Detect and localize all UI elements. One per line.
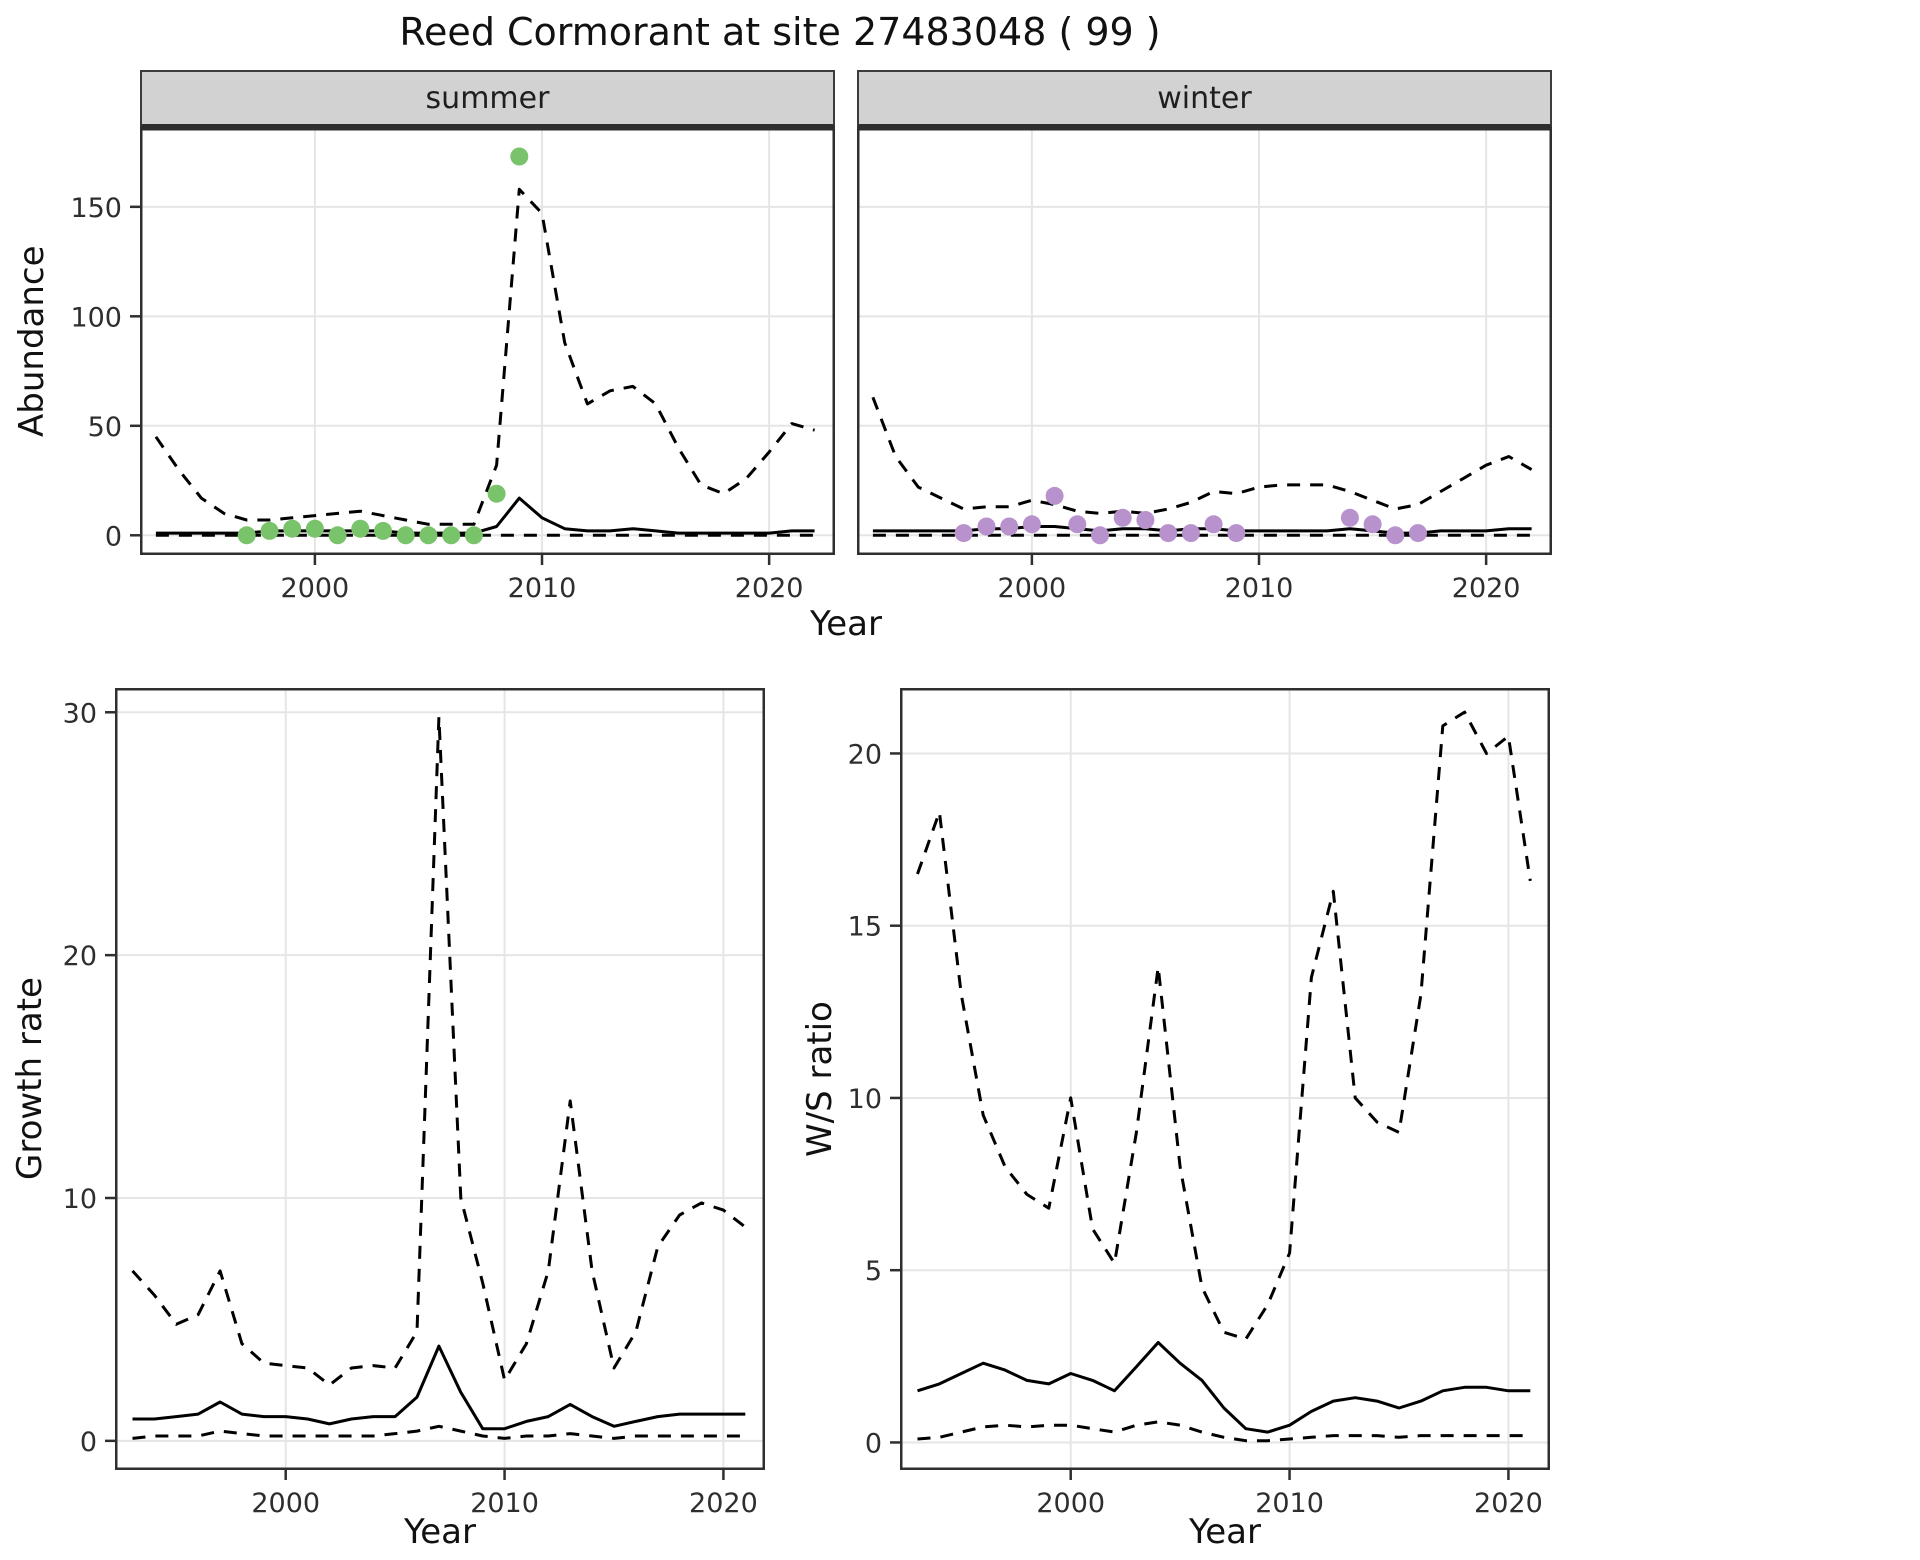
svg-text:2020: 2020 (689, 1488, 758, 1519)
y-axis-title-growth-rate: Growth rate (10, 977, 50, 1181)
svg-text:2010: 2010 (1255, 1488, 1324, 1519)
svg-text:20: 20 (848, 739, 882, 770)
x-axis-title-year-growth: Year (404, 1512, 476, 1552)
x-axis-title-year-ws: Year (1189, 1512, 1261, 1552)
growth-rate-plot: 2000 2010 2020 0 10 20 30 (63, 688, 765, 1519)
facet-strip-summer: summer (140, 70, 835, 128)
svg-text:10: 10 (848, 1084, 882, 1115)
svg-text:2000: 2000 (998, 573, 1067, 604)
svg-text:2000: 2000 (281, 573, 350, 604)
svg-text:2010: 2010 (1225, 573, 1294, 604)
svg-text:2020: 2020 (735, 573, 804, 604)
svg-text:150: 150 (70, 193, 122, 224)
svg-text:2000: 2000 (1036, 1488, 1105, 1519)
facet-strip-winter-label: winter (1157, 80, 1252, 116)
facet-strip-summer-label: summer (425, 80, 550, 116)
svg-text:2010: 2010 (508, 573, 577, 604)
svg-text:2020: 2020 (1452, 573, 1521, 604)
ws-ratio-plot: 2000 2010 2020 0 5 10 15 20 (848, 688, 1550, 1519)
svg-text:10: 10 (63, 1184, 97, 1215)
svg-text:2010: 2010 (470, 1488, 539, 1519)
svg-text:0: 0 (80, 1427, 97, 1458)
svg-text:2000: 2000 (251, 1488, 320, 1519)
svg-text:2020: 2020 (1474, 1488, 1543, 1519)
svg-text:50: 50 (88, 412, 122, 443)
svg-text:20: 20 (63, 941, 97, 972)
svg-text:0: 0 (865, 1428, 882, 1459)
svg-text:30: 30 (63, 698, 97, 729)
svg-text:5: 5 (865, 1256, 882, 1287)
x-axis-title-year-top: Year (810, 604, 882, 644)
y-axis-title-abundance: Abundance (12, 245, 52, 438)
svg-text:15: 15 (848, 912, 882, 943)
abundance-winter-plot: 2000 2010 2020 (857, 128, 1552, 604)
svg-text:100: 100 (70, 302, 122, 333)
y-axis-title-ws-ratio: W/S ratio (800, 1001, 840, 1157)
abundance-summer-plot: 2000 2010 2020 0 50 100 150 (70, 128, 835, 604)
facet-strip-winter: winter (857, 70, 1552, 128)
svg-text:0: 0 (105, 521, 122, 552)
figure-title: Reed Cormorant at site 27483048 ( 99 ) (399, 10, 1161, 54)
